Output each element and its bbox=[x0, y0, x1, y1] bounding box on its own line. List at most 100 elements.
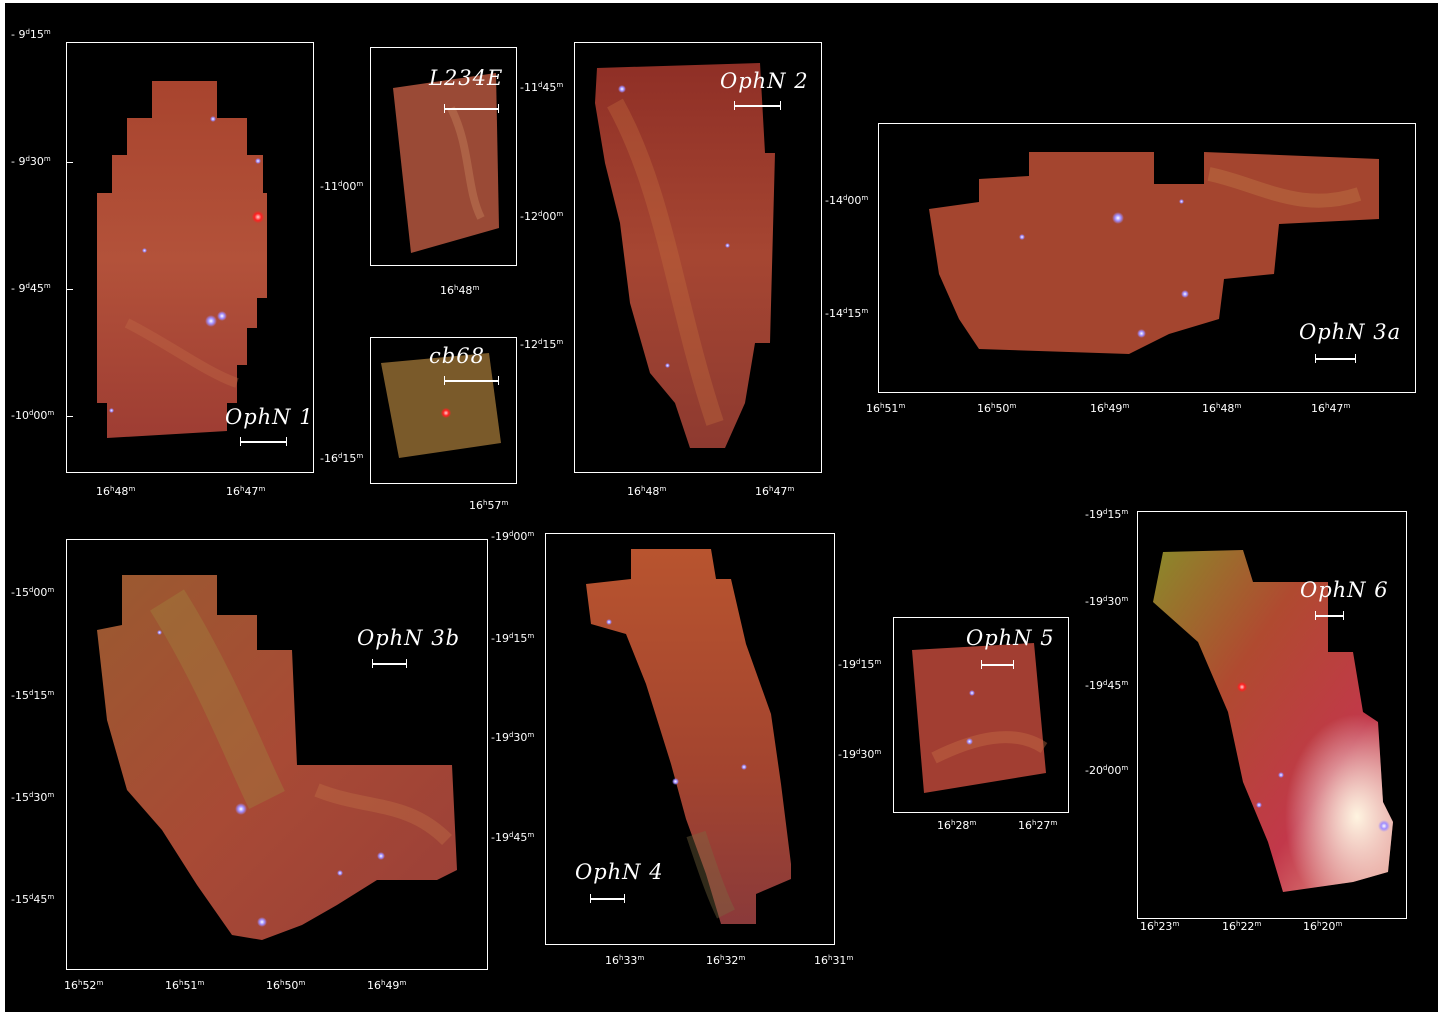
panel-l234e: L234E bbox=[370, 47, 517, 266]
panel-title: cb68 bbox=[429, 344, 485, 368]
ra-label: 16h47m bbox=[1311, 402, 1351, 415]
panel-title: OphN 5 bbox=[966, 626, 1055, 650]
tick bbox=[66, 289, 73, 290]
panel-cb68: cb68 bbox=[370, 337, 517, 484]
ra-label: 16h22m bbox=[1222, 920, 1262, 933]
panel-title: OphN 1 bbox=[225, 405, 314, 429]
dec-label: -19d15m bbox=[1085, 508, 1129, 521]
scale-bar bbox=[734, 101, 781, 110]
tick bbox=[66, 162, 73, 163]
scale-bar bbox=[240, 437, 287, 446]
panel-title: OphN 6 bbox=[1300, 578, 1389, 602]
dec-label: -19d30m bbox=[1085, 595, 1129, 608]
dec-label: -19d15m bbox=[491, 632, 535, 645]
dec-label: - 9d45m bbox=[11, 282, 51, 295]
star bbox=[1019, 234, 1025, 240]
mosaic-ophn4 bbox=[586, 549, 791, 924]
star bbox=[210, 116, 216, 122]
dec-label: - 9d30m bbox=[11, 155, 51, 168]
ra-label: 16h49m bbox=[1090, 402, 1130, 415]
scale-bar bbox=[444, 376, 499, 385]
panel-ophn2: OphN 2 bbox=[574, 42, 822, 473]
star bbox=[109, 408, 114, 413]
dec-label: -15d15m bbox=[11, 689, 55, 702]
mosaic-ophn6 bbox=[1153, 550, 1393, 892]
dec-label: -19d30m bbox=[838, 748, 882, 761]
ra-label: 16h48m bbox=[627, 485, 667, 498]
dec-label: -14d15m bbox=[825, 307, 869, 320]
star bbox=[672, 778, 679, 785]
star bbox=[217, 311, 227, 321]
ra-label: 16h48m bbox=[440, 284, 480, 297]
ra-label: 16h57m bbox=[469, 499, 509, 512]
star bbox=[1112, 212, 1124, 224]
ra-label: 16h50m bbox=[266, 979, 306, 992]
ra-label: 16h48m bbox=[1202, 402, 1242, 415]
ra-label: 16h51m bbox=[866, 402, 906, 415]
star bbox=[205, 315, 217, 327]
star bbox=[618, 85, 626, 93]
star bbox=[1179, 199, 1184, 204]
panel-ophn4: OphN 4 bbox=[545, 533, 835, 945]
dec-label: -15d45m bbox=[11, 893, 55, 906]
dec-label: -10d00m bbox=[11, 409, 55, 422]
dec-label: -12d15m bbox=[520, 338, 564, 351]
dec-label: -19d15m bbox=[838, 658, 882, 671]
mosaic-ophn1 bbox=[97, 81, 267, 438]
ra-label: 16h49m bbox=[367, 979, 407, 992]
scale-bar bbox=[1315, 611, 1344, 620]
star bbox=[157, 630, 162, 635]
star bbox=[235, 803, 247, 815]
star bbox=[606, 619, 612, 625]
dec-label: -19d45m bbox=[1085, 679, 1129, 692]
ra-label: 16h47m bbox=[226, 485, 266, 498]
scale-bar bbox=[590, 894, 625, 903]
dec-label: -11d00m bbox=[320, 180, 364, 193]
dec-label: -19d00m bbox=[491, 530, 535, 543]
star bbox=[441, 408, 451, 418]
ra-label: 16h32m bbox=[706, 954, 746, 967]
panel-title: L234E bbox=[429, 66, 504, 90]
ra-label: 16h33m bbox=[605, 954, 645, 967]
mosaic-ophn5 bbox=[912, 643, 1048, 793]
dec-label: -19d45m bbox=[491, 831, 535, 844]
panel-ophn6: OphN 6 bbox=[1137, 511, 1407, 919]
panel-ophn3b: OphN 3b bbox=[66, 539, 488, 970]
star bbox=[741, 764, 747, 770]
dec-label: -14d00m bbox=[825, 194, 869, 207]
mosaic-ophn2 bbox=[595, 63, 775, 448]
star bbox=[969, 690, 975, 696]
mosaic-ophn3a bbox=[929, 152, 1379, 354]
dec-label: -16d15m bbox=[320, 452, 364, 465]
ra-label: 16h31m bbox=[814, 954, 854, 967]
star bbox=[252, 211, 264, 223]
panel-ophn3a: OphN 3a bbox=[878, 123, 1416, 393]
star bbox=[1378, 820, 1390, 832]
mosaic-ophn3b bbox=[97, 575, 457, 940]
dec-label: -20d00m bbox=[1085, 764, 1129, 777]
star bbox=[377, 852, 385, 860]
star bbox=[725, 243, 730, 248]
star bbox=[1256, 802, 1262, 808]
figure-canvas: OphN 1 - 9d15m - 9d30m - 9d45m -10d00m 1… bbox=[5, 3, 1438, 1012]
dec-label: -15d00m bbox=[11, 586, 55, 599]
scale-bar bbox=[444, 104, 499, 113]
panel-ophn5: OphN 5 bbox=[893, 617, 1069, 813]
star bbox=[337, 870, 343, 876]
dec-label: -15d30m bbox=[11, 791, 55, 804]
star bbox=[966, 738, 973, 745]
scale-bar bbox=[372, 659, 407, 668]
panel-title: OphN 3b bbox=[357, 626, 461, 650]
ra-label: 16h23m bbox=[1140, 920, 1180, 933]
panel-ophn1: OphN 1 bbox=[66, 42, 314, 473]
tick bbox=[66, 416, 73, 417]
ra-label: 16h48m bbox=[96, 485, 136, 498]
mosaic-cb68 bbox=[381, 353, 501, 458]
ra-label: 16h28m bbox=[937, 819, 977, 832]
mosaic-l234e bbox=[393, 73, 499, 253]
ra-label: 16h52m bbox=[64, 979, 104, 992]
panel-title: OphN 4 bbox=[575, 860, 664, 884]
ra-label: 16h27m bbox=[1018, 819, 1058, 832]
ra-label: 16h20m bbox=[1303, 920, 1343, 933]
panel-title: OphN 2 bbox=[720, 69, 809, 93]
